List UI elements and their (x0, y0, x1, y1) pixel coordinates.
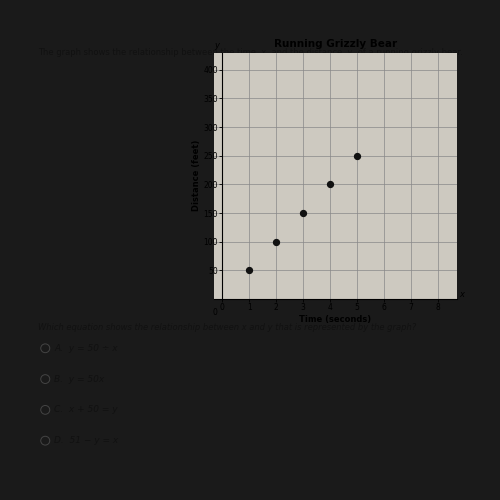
Point (299, 209, 307, 217)
Text: A.  y = 50 ÷ x: A. y = 50 ÷ x (54, 344, 118, 353)
X-axis label: Time (seconds): Time (seconds) (300, 315, 372, 324)
Y-axis label: Distance (feet): Distance (feet) (192, 140, 200, 212)
Text: D.  51 − y = x: D. 51 − y = x (54, 436, 118, 445)
Text: Which equation shows the relationship between x and y that is represented by the: Which equation shows the relationship be… (38, 323, 417, 332)
Text: The graph shows the relationship between the time, x, and the distance, y, of a : The graph shows the relationship between… (38, 48, 463, 57)
Point (326, 180, 334, 188)
Text: C.  x + 50 = y: C. x + 50 = y (54, 406, 118, 414)
Title: Running Grizzly Bear: Running Grizzly Bear (274, 39, 397, 49)
Text: y: y (214, 41, 219, 50)
Text: 0: 0 (213, 308, 218, 316)
Point (353, 152, 361, 160)
Point (245, 266, 253, 274)
Text: B.  y = 50x: B. y = 50x (54, 374, 104, 384)
Point (272, 238, 280, 246)
Text: x: x (460, 290, 464, 299)
